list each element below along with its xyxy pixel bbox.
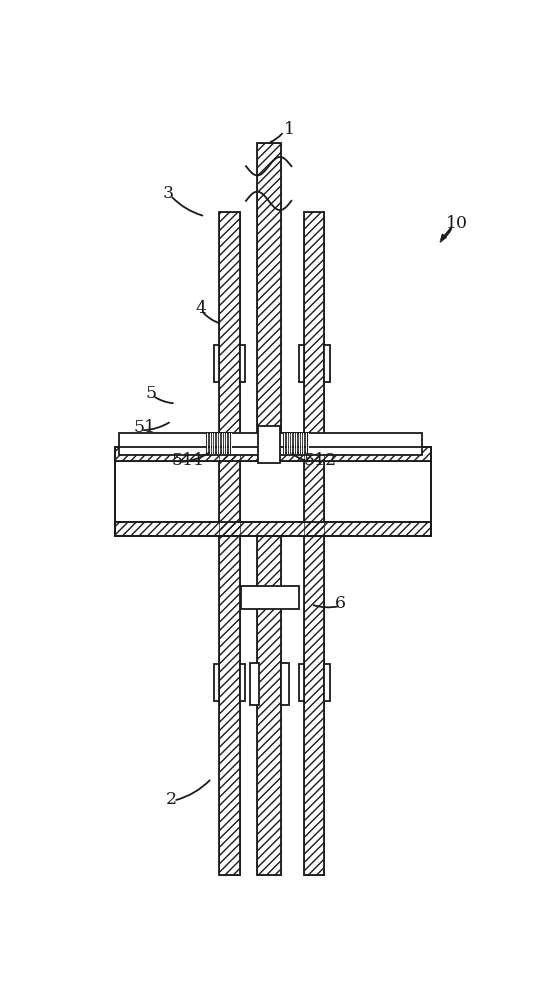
Bar	[299, 345, 304, 382]
Bar	[115, 522, 431, 536]
Bar	[304, 212, 324, 875]
Bar	[257, 143, 281, 447]
Text: 512: 512	[304, 452, 336, 469]
Bar	[219, 212, 240, 875]
Text: 3: 3	[163, 185, 174, 202]
Bar	[207, 433, 231, 453]
Text: 1: 1	[284, 121, 295, 138]
Bar	[304, 212, 324, 875]
Bar	[119, 433, 422, 455]
Text: 6: 6	[334, 595, 345, 612]
Bar	[284, 433, 308, 453]
Bar	[281, 663, 289, 705]
Bar	[219, 212, 240, 875]
Bar	[115, 447, 431, 461]
Bar	[324, 664, 330, 701]
Bar	[299, 664, 304, 701]
Bar	[115, 522, 431, 536]
Text: 511: 511	[171, 452, 204, 469]
Text: 10: 10	[446, 215, 468, 232]
Bar	[214, 664, 219, 701]
Bar	[241, 586, 299, 609]
Text: 5: 5	[146, 385, 157, 402]
Bar	[257, 536, 281, 875]
Bar	[258, 426, 280, 463]
Bar	[257, 536, 281, 875]
Bar	[240, 664, 246, 701]
Bar	[250, 663, 259, 705]
Bar	[324, 345, 330, 382]
Bar	[115, 447, 431, 536]
Bar	[240, 345, 246, 382]
Bar	[214, 345, 219, 382]
Text: 51: 51	[134, 420, 156, 436]
Bar	[257, 143, 281, 447]
Bar	[115, 461, 431, 522]
Text: 2: 2	[166, 791, 177, 808]
Text: 4: 4	[195, 300, 206, 317]
Bar	[115, 447, 431, 461]
